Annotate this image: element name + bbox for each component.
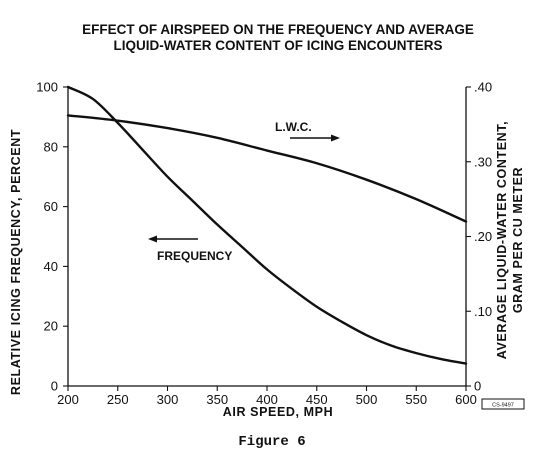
series-lines [66, 85, 468, 365]
right-y-axis-label-line-2: GRAM PER CU METER [511, 167, 525, 313]
frequency-left-arrow [148, 235, 198, 243]
x-tick-label: 450 [306, 392, 328, 407]
chart-title-line-2: LIQUID-WATER CONTENT OF ICING ENCOUNTERS [114, 38, 443, 53]
right-y-tick-label: 0 [474, 379, 481, 394]
lwc-annotation-label: L.W.C. [275, 120, 312, 134]
right-y-tick-label: .10 [474, 304, 492, 319]
right-y-tick-label: .20 [474, 229, 492, 244]
x-tick-label: 500 [356, 392, 378, 407]
chart-title-line-1: EFFECT OF AIRSPEED ON THE FREQUENCY AND … [82, 22, 474, 37]
l-w-c-series-line [66, 114, 468, 223]
x-tick-label: 550 [405, 392, 427, 407]
frequency-annotation-label: FREQUENCY [157, 249, 232, 263]
lwc-right-arrow [290, 134, 340, 142]
left-y-axis-ticks: 0 20 40 60 80 100 [36, 80, 68, 394]
figure-caption: Figure 6 [238, 434, 305, 450]
left-y-tick-label: 100 [36, 80, 58, 95]
left-y-tick-label: 60 [44, 199, 58, 214]
left-y-tick-label: 20 [44, 319, 58, 334]
figure-tag-text: CS-9497 [492, 403, 514, 409]
right-y-tick-label: .40 [474, 80, 492, 95]
x-tick-label: 250 [107, 392, 129, 407]
left-y-axis-label: RELATIVE ICING FREQUENCY, PERCENT [9, 129, 23, 395]
frequency-series-line [66, 85, 468, 365]
x-axis-ticks: 200 250 300 350 400 450 500 550 600 [57, 386, 477, 407]
right-y-axis-ticks: 0 .10 .20 .30 .40 [466, 80, 492, 394]
x-tick-label: 400 [256, 392, 278, 407]
left-y-tick-label: 0 [51, 379, 58, 394]
x-tick-label: 200 [57, 392, 79, 407]
x-tick-label: 350 [206, 392, 228, 407]
left-y-tick-label: 40 [44, 259, 58, 274]
x-tick-label: 300 [157, 392, 179, 407]
figure-tag-box: CS-9497 [481, 398, 525, 410]
x-tick-label: 600 [455, 392, 477, 407]
x-axis-label: AIR SPEED, MPH [223, 405, 334, 419]
right-y-axis-label-line-1: AVERAGE LIQUID-WATER CONTENT, [495, 121, 509, 359]
right-y-tick-label: .30 [474, 154, 492, 169]
left-y-tick-label: 80 [44, 139, 58, 154]
